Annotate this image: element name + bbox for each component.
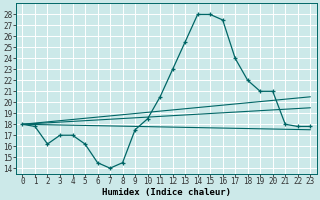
X-axis label: Humidex (Indice chaleur): Humidex (Indice chaleur) <box>102 188 231 197</box>
